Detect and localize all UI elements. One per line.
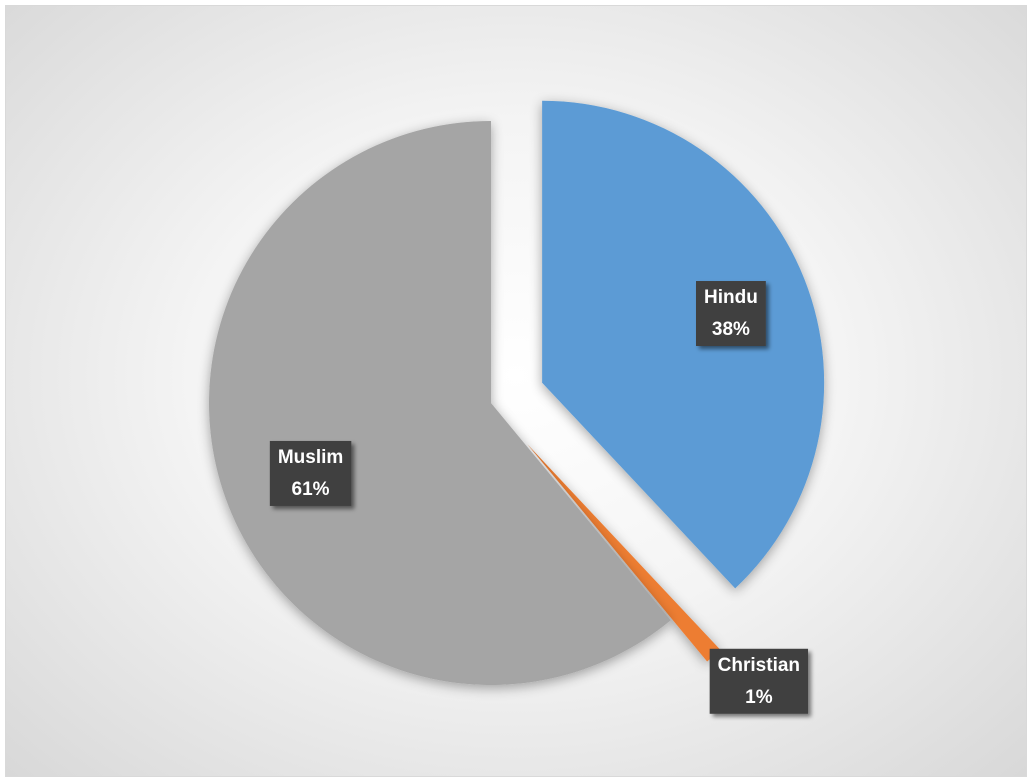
data-label-percent: 38% — [712, 319, 750, 340]
data-label-muslim: Muslim 61% — [269, 440, 352, 506]
data-label-box — [269, 440, 352, 506]
pie-chart: Hindu 38% Christian 1% Muslim 61% — [208, 100, 825, 714]
pie-data-labels: Hindu 38% Christian 1% Muslim 61% — [269, 281, 809, 714]
data-label-category: Christian — [718, 655, 800, 676]
data-label-category: Muslim — [278, 447, 343, 468]
data-label-hindu: Hindu 38% — [696, 281, 766, 347]
pie-slices — [208, 100, 825, 685]
data-label-percent: 1% — [745, 687, 773, 708]
data-label-christian: Christian 1% — [709, 648, 809, 714]
pie-slice-hindu — [542, 100, 825, 589]
pie-slice-christian — [527, 444, 721, 662]
data-label-box — [696, 281, 766, 347]
data-label-percent: 61% — [292, 479, 330, 500]
pie-slice-muslim — [208, 121, 671, 685]
data-label-box — [709, 648, 809, 714]
data-label-category: Hindu — [704, 287, 758, 308]
chart-area: Hindu 38% Christian 1% Muslim 61% — [5, 5, 1027, 777]
